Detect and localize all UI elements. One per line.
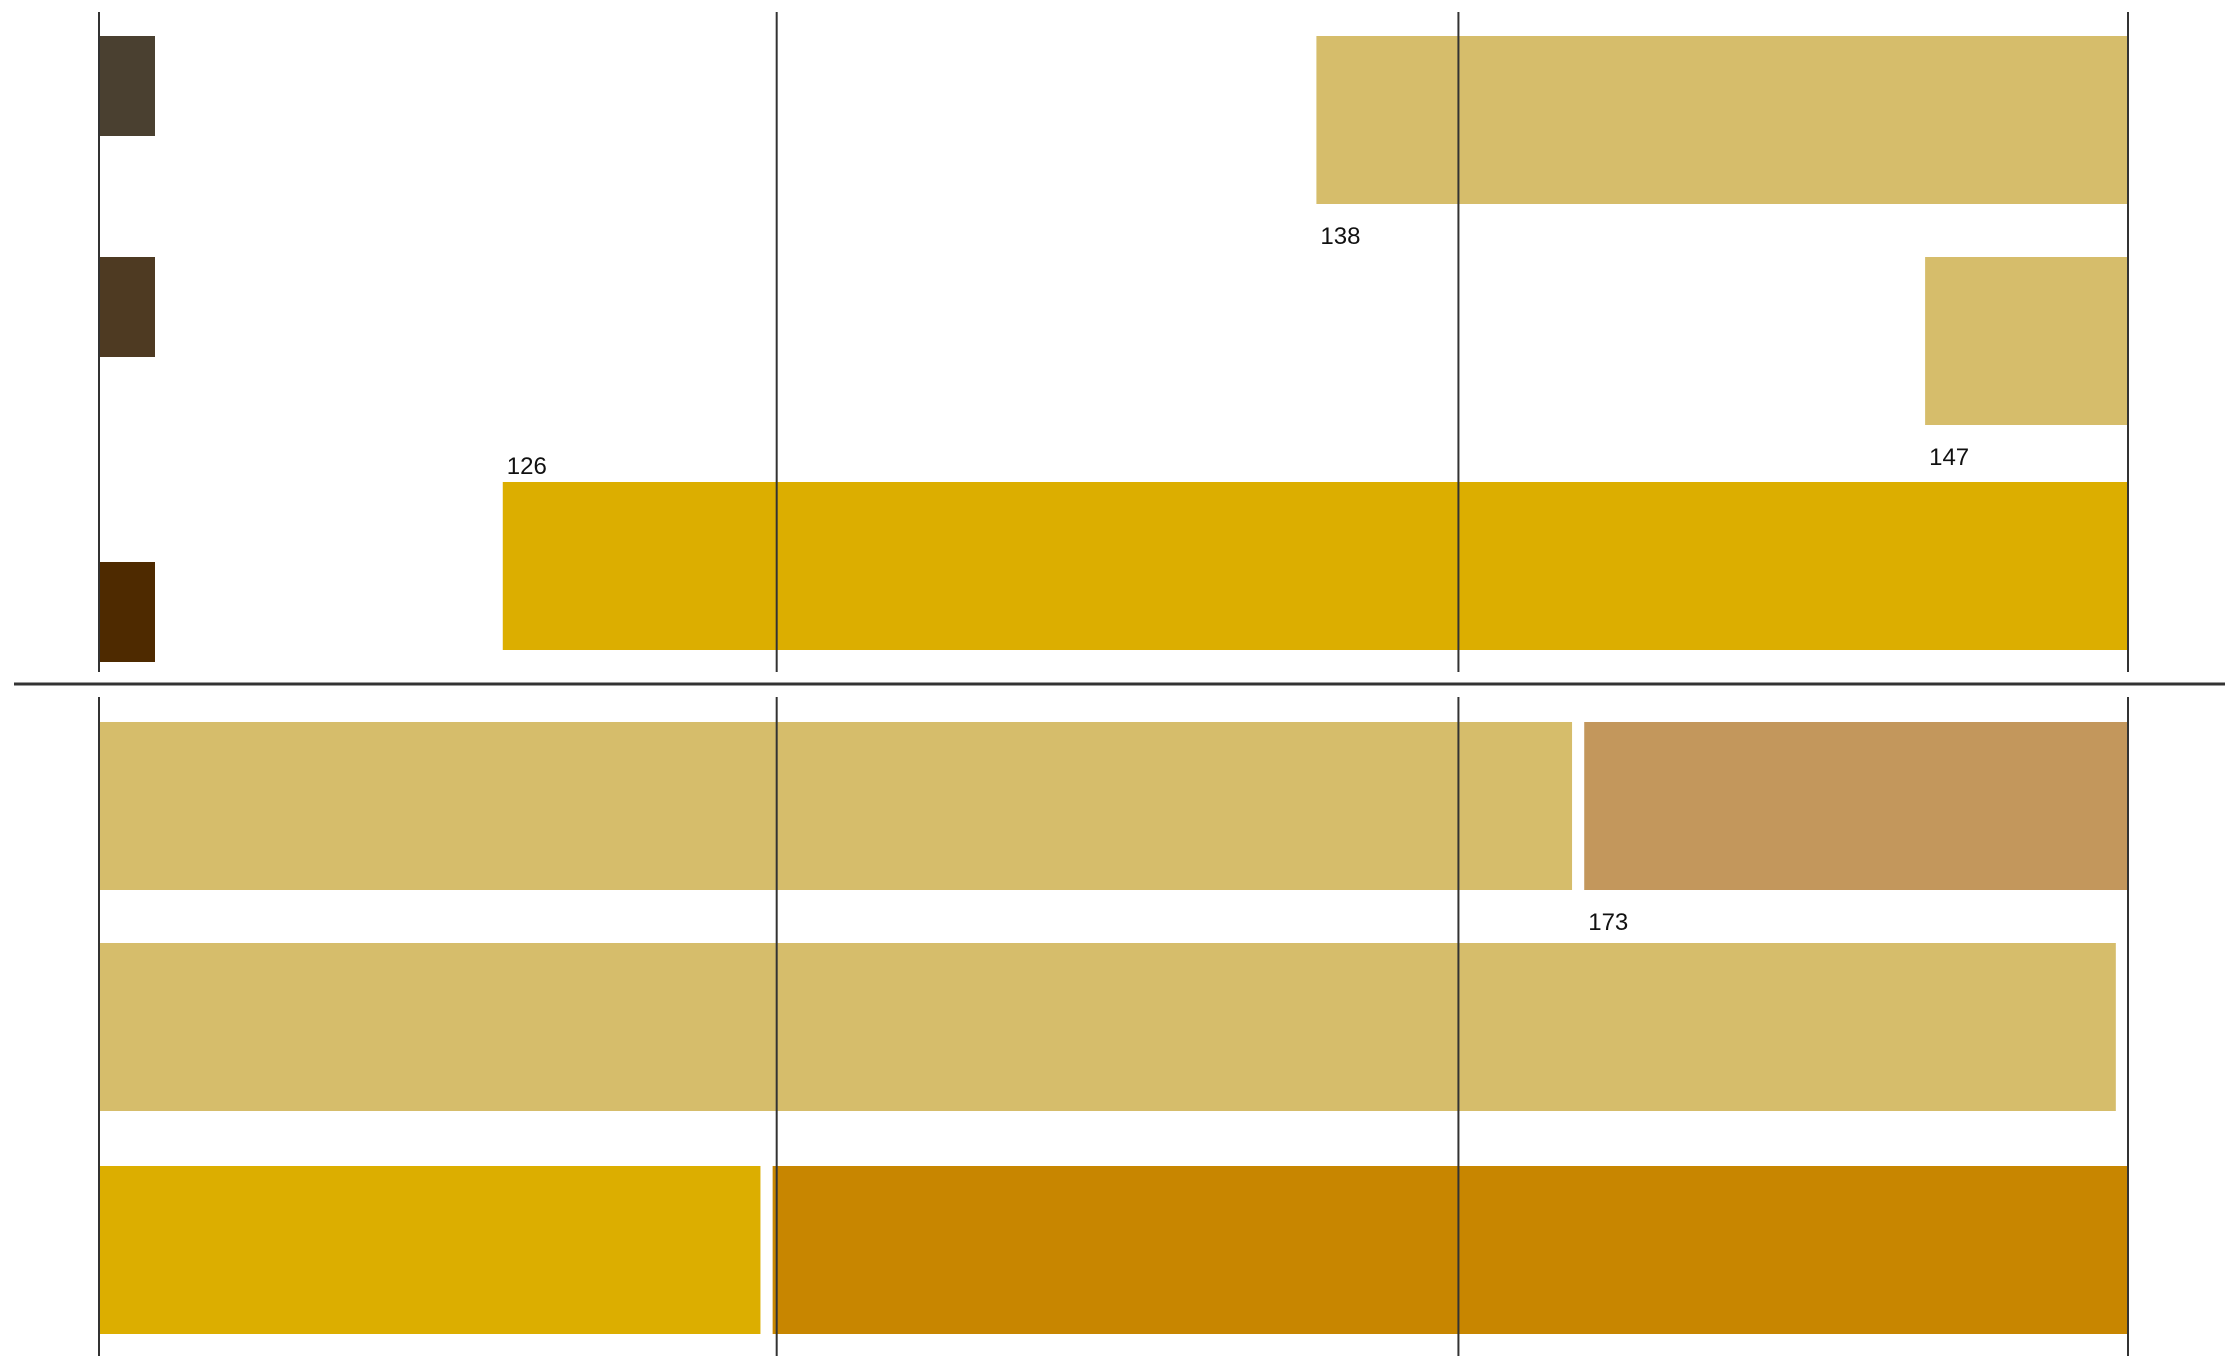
bar [1316, 36, 2128, 204]
data-label: 173 [1588, 909, 1628, 936]
gridlines-layer [14, 12, 2225, 1356]
data-label: 126 [507, 453, 547, 480]
category-swatch [100, 36, 155, 136]
bar [99, 943, 2116, 1111]
labels-layer: 138 147 126 173 [507, 223, 1969, 936]
data-label: 147 [1929, 444, 1969, 471]
bar [502, 482, 2128, 650]
bar [99, 1166, 761, 1334]
category-swatch [100, 257, 155, 357]
category-swatch [100, 562, 155, 662]
bar [1925, 257, 2128, 425]
bar [99, 722, 1573, 890]
bar [1584, 722, 2128, 890]
bar [772, 1166, 2129, 1334]
data-label: 138 [1320, 223, 1360, 250]
bars-layer [99, 36, 2129, 1334]
